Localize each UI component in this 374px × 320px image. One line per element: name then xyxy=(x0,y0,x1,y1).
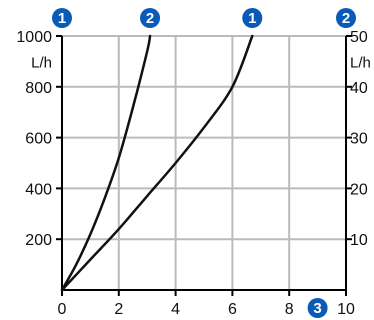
y-right-tick-label: 20 xyxy=(350,181,368,198)
y-right-unit: L/h xyxy=(350,54,371,71)
y-right-tick-label: 50 xyxy=(350,29,368,46)
y-left-tick-label: 200 xyxy=(25,232,52,249)
labels: 200 400 600 800 1000 L/h 10 20 30 40 50 L/h 0 2 4 6 8 10 xyxy=(16,29,370,318)
badge-left-axis: 1 xyxy=(52,8,72,28)
y-right-tick-label: 10 xyxy=(350,232,368,249)
series-line-2 xyxy=(60,34,152,292)
series-layer xyxy=(60,34,254,292)
badge-left-axis-circle xyxy=(52,8,72,28)
y-left-tick-label: 600 xyxy=(25,131,52,148)
badge-series-2-circle xyxy=(140,8,161,28)
badge-x-axis-circle xyxy=(307,298,328,318)
y-left-tick-label: 800 xyxy=(25,80,52,97)
badge-series-1-text: 1 xyxy=(248,10,256,27)
badges: 1 2 1 2 3 xyxy=(52,8,356,318)
badge-series-2-text: 2 xyxy=(146,10,154,27)
badge-x-axis-text: 3 xyxy=(313,300,321,317)
x-tick-label: 10 xyxy=(337,301,355,318)
x-tick-label: 8 xyxy=(285,301,294,318)
badge-right-axis-circle xyxy=(336,8,356,28)
badge-series-1: 1 xyxy=(242,8,263,28)
badge-right-axis: 2 xyxy=(336,8,356,28)
y-left-unit: L/h xyxy=(31,54,52,71)
x-tick-label: 2 xyxy=(114,301,123,318)
badge-right-axis-text: 2 xyxy=(342,10,350,27)
badge-left-axis-text: 1 xyxy=(58,10,66,27)
series-line-1 xyxy=(60,34,254,292)
badge-x-axis: 3 xyxy=(307,298,328,318)
y-left-tick-label: 1000 xyxy=(16,29,52,46)
badge-series-2: 2 xyxy=(140,8,161,28)
y-left-tick-label: 400 xyxy=(25,181,52,198)
axes xyxy=(56,35,352,296)
y-right-tick-label: 30 xyxy=(350,131,368,148)
x-tick-label: 0 xyxy=(58,301,67,318)
badge-series-1-circle xyxy=(242,8,263,28)
x-tick-label: 4 xyxy=(171,301,180,318)
x-tick-label: 6 xyxy=(228,301,237,318)
grid xyxy=(62,35,347,290)
y-right-tick-label: 40 xyxy=(350,80,368,97)
